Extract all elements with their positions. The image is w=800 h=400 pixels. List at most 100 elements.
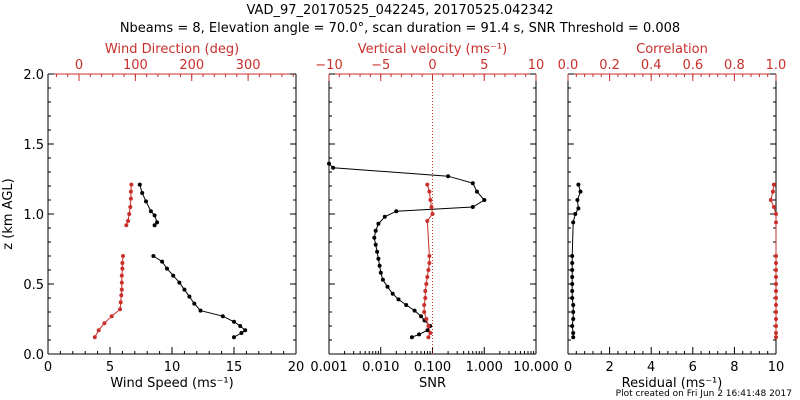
data-point [774, 310, 778, 314]
data-point [409, 335, 414, 340]
top-tick-label: 100 [123, 58, 148, 73]
data-point [570, 275, 575, 279]
data-point [474, 189, 479, 194]
data-point [232, 319, 236, 324]
data-point [774, 261, 778, 265]
y-tick-label: 2.0 [23, 68, 44, 83]
chart-title: VAD_97_20170525_042245, 20170525.042342 [247, 3, 554, 18]
data-point [121, 254, 125, 258]
data-point [372, 235, 377, 240]
data-point [446, 174, 451, 179]
data-point [187, 294, 192, 299]
data-point [570, 254, 575, 258]
y-tick-label: 1.0 [23, 208, 44, 223]
x-tick-label: 1.000 [466, 360, 503, 375]
top-tick-label: −5 [371, 58, 390, 73]
data-point [373, 242, 378, 247]
x-tick-label: 6 [689, 360, 697, 375]
data-point [128, 189, 133, 194]
data-point [571, 317, 576, 321]
data-point [198, 308, 203, 313]
x-tick-label: 8 [730, 360, 738, 375]
top-tick-label: 1.0 [766, 58, 787, 73]
data-point [425, 275, 430, 279]
data-point [576, 182, 581, 187]
data-point [120, 266, 125, 271]
data-point [774, 282, 778, 286]
data-point [376, 256, 381, 261]
data-point [571, 310, 576, 314]
data-point [119, 293, 124, 298]
top-tick-label: 0.6 [682, 58, 703, 73]
panel-wind: 0.0 0.5 1.0 1.5 2.0 z (km AGL) 0 5 10 15 20 Wind Sp… [1, 42, 304, 391]
data-point [152, 223, 157, 228]
x-tick-label: 0.100 [414, 360, 451, 375]
data-point [155, 220, 160, 225]
x-tick-label: 5 [106, 360, 114, 375]
data-point [774, 254, 778, 258]
data-point [177, 280, 182, 285]
data-point [148, 209, 153, 214]
top-tick-label: 0 [428, 58, 436, 73]
x-tick-label: 4 [647, 360, 655, 375]
x-tick-label: 20 [288, 360, 305, 375]
data-point [417, 332, 422, 337]
data-point [571, 335, 576, 340]
x-axis-label: SNR [419, 376, 446, 391]
data-point [378, 270, 383, 275]
y-tick-label: 0.5 [23, 278, 44, 293]
data-point [571, 331, 576, 335]
data-point [774, 220, 778, 225]
data-point [385, 284, 390, 289]
data-point [429, 205, 434, 209]
top-axis-label: Vertical velocity (ms⁻¹) [358, 42, 507, 57]
data-point [394, 209, 399, 214]
data-point [470, 205, 475, 209]
top-tick-label: 0.2 [599, 58, 620, 73]
data-point [425, 328, 430, 333]
data-point [482, 198, 487, 202]
x-axis-label: Residual (ms⁻¹) [622, 376, 723, 391]
data-point [390, 291, 395, 296]
data-point [774, 303, 778, 307]
data-point [375, 249, 380, 254]
x-tick-label: 10.000 [513, 360, 559, 375]
x-tick-label: 10 [768, 360, 785, 375]
data-point [428, 331, 433, 335]
data-point [92, 335, 97, 340]
data-point [128, 196, 133, 201]
data-point [327, 161, 331, 166]
y-axis-label: z (km AGL) [1, 178, 16, 249]
data-point [425, 182, 430, 187]
data-point [376, 221, 381, 226]
data-point [427, 189, 432, 194]
data-point [102, 321, 107, 326]
data-point [382, 214, 387, 219]
data-point [127, 212, 132, 216]
top-tick-label: 0.4 [641, 58, 662, 73]
y-tick-label: 0.0 [23, 348, 44, 363]
data-point [220, 314, 225, 319]
data-point [422, 303, 427, 307]
data-point [571, 303, 576, 307]
data-point [120, 261, 125, 265]
data-point [128, 205, 133, 209]
data-point [570, 261, 575, 265]
data-point [774, 317, 778, 321]
data-point [137, 182, 142, 187]
top-tick-label: 0.0 [558, 58, 579, 73]
series-line [139, 184, 158, 226]
plot-footer: Plot created on Fri Jun 2 16:41:48 2017 [616, 389, 792, 399]
x-tick-label: 15 [226, 360, 243, 375]
data-point [422, 310, 427, 314]
data-point [470, 181, 475, 186]
top-tick-label: 10 [528, 58, 545, 73]
data-point [171, 273, 176, 278]
data-point [151, 254, 156, 258]
data-point [426, 268, 431, 272]
top-tick-label: 5 [480, 58, 488, 73]
data-point [770, 189, 775, 194]
data-point [774, 268, 778, 272]
data-point [238, 324, 243, 328]
data-point [119, 280, 124, 285]
